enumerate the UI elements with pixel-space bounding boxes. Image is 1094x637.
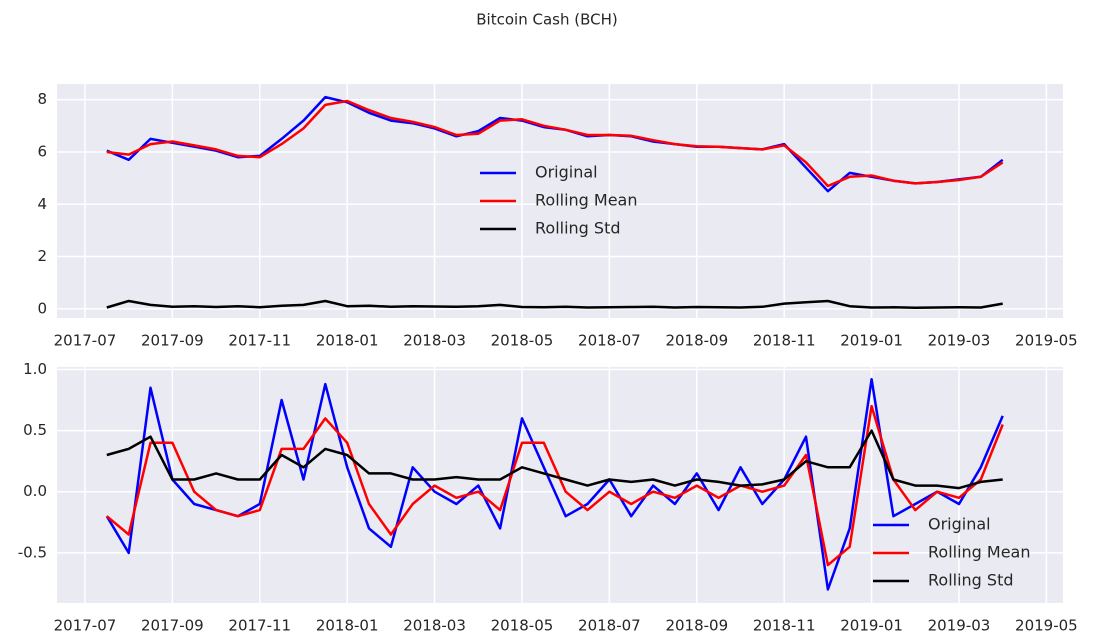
x-tick-label: 2018-07 xyxy=(578,332,641,350)
x-tick-label: 2019-01 xyxy=(840,332,903,350)
y-tick-label: 2 xyxy=(37,247,47,265)
x-tick-label: 2018-05 xyxy=(491,617,554,635)
x-tick-label: 2018-03 xyxy=(403,617,466,635)
x-tick-label: 2018-11 xyxy=(753,617,816,635)
legend-label: Rolling Std xyxy=(535,219,621,238)
x-tick-label: 2018-05 xyxy=(491,332,554,350)
x-tick-label: 2017-07 xyxy=(54,332,117,350)
plot-area xyxy=(57,367,1063,603)
x-tick-label: 2019-01 xyxy=(840,617,903,635)
y-tick-label: 6 xyxy=(37,142,47,160)
y-tick-label: 0 xyxy=(37,299,47,317)
x-tick-label: 2019-03 xyxy=(928,332,991,350)
x-tick-label: 2018-11 xyxy=(753,332,816,350)
legend-label: Rolling Mean xyxy=(928,543,1031,562)
series-line xyxy=(106,99,1004,188)
series-line xyxy=(106,299,1003,310)
series-line xyxy=(105,404,1004,567)
figure-title: Bitcoin Cash (BCH) xyxy=(476,11,617,29)
x-tick-label: 2017-11 xyxy=(228,617,291,635)
series-line xyxy=(105,377,1004,591)
legend-label: Original xyxy=(928,515,991,534)
y-tick-label: 0.0 xyxy=(23,482,47,500)
legend-label: Rolling Std xyxy=(928,571,1014,590)
y-tick-label: 8 xyxy=(37,90,47,108)
x-tick-label: 2017-09 xyxy=(141,617,204,635)
x-tick-label: 2018-03 xyxy=(403,332,466,350)
x-tick-label: 2018-09 xyxy=(665,617,728,635)
y-tick-label: 0.5 xyxy=(23,421,47,439)
y-tick-label: 1.0 xyxy=(23,360,47,378)
x-tick-label: 2018-07 xyxy=(578,617,641,635)
legend-label: Original xyxy=(535,163,598,182)
x-tick-label: 2019-05 xyxy=(1015,617,1078,635)
x-tick-label: 2018-01 xyxy=(316,617,379,635)
x-tick-label: 2019-03 xyxy=(928,617,991,635)
x-tick-label: 2017-09 xyxy=(141,332,204,350)
y-tick-label: 4 xyxy=(37,195,47,213)
x-tick-label: 2018-01 xyxy=(316,332,379,350)
x-tick-label: 2019-05 xyxy=(1015,332,1078,350)
x-tick-label: 2017-07 xyxy=(54,617,117,635)
plot-area xyxy=(57,84,1063,318)
x-tick-label: 2017-11 xyxy=(228,332,291,350)
x-tick-label: 2018-09 xyxy=(665,332,728,350)
y-tick-label: -0.5 xyxy=(18,543,47,561)
legend-label: Rolling Mean xyxy=(535,191,638,210)
series-line xyxy=(106,429,1003,490)
